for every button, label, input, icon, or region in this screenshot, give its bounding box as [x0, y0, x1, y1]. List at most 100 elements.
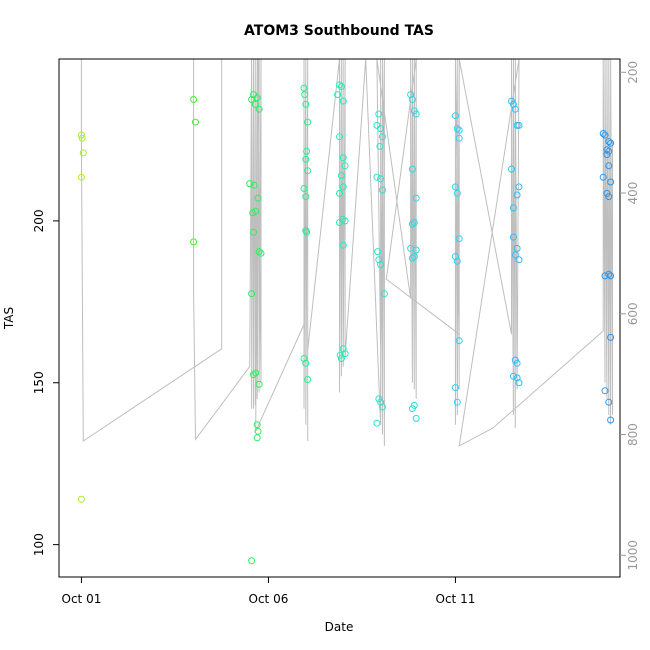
data-point [339, 345, 347, 353]
data-point [412, 246, 420, 254]
data-point [455, 134, 463, 142]
data-point [513, 121, 521, 129]
data-point [303, 147, 311, 155]
data-point [373, 419, 381, 427]
data-point [513, 359, 521, 367]
data-point [603, 151, 611, 158]
data-point [513, 191, 521, 199]
data-point [508, 165, 515, 173]
axes: Oct 01 Oct 06 Oct 11 100 150 200 200 400 600 800 1… [32, 58, 640, 606]
data-point [373, 121, 381, 129]
data-point [304, 376, 312, 383]
data-point [515, 121, 523, 129]
data-point [337, 83, 345, 90]
data-point [339, 183, 347, 191]
data-point [515, 256, 523, 264]
data-point [300, 185, 308, 192]
data-point [339, 154, 347, 162]
data-point [509, 372, 517, 380]
data-point [412, 110, 420, 118]
data-point [190, 238, 198, 246]
data-point [248, 557, 256, 565]
data-point [334, 91, 342, 99]
data-point [605, 138, 613, 146]
data-point [375, 395, 383, 403]
x-tick-label: Oct 06 [249, 592, 289, 606]
data-point [451, 112, 459, 120]
data-point [509, 233, 517, 241]
plot-area [77, 59, 615, 565]
data-point [455, 126, 463, 134]
data-point [79, 149, 87, 157]
data-point [453, 189, 461, 197]
data-point [302, 155, 310, 163]
data-point [451, 384, 459, 392]
data-point [455, 337, 463, 345]
data-point [248, 290, 256, 298]
data-point [373, 173, 381, 181]
data-point [336, 81, 343, 89]
right-axis-tick-label: 600 [626, 302, 640, 325]
data-point [375, 256, 383, 264]
data-point [253, 421, 261, 429]
data-point [408, 254, 416, 262]
data-point [379, 403, 386, 411]
data-point [77, 495, 85, 503]
data-point [377, 261, 385, 269]
data-point [377, 398, 385, 406]
data-point [253, 94, 261, 102]
data-point [455, 235, 463, 243]
data-point [599, 130, 607, 137]
y-tick-label: 200 [32, 209, 46, 232]
data-point [453, 257, 461, 265]
data-point [451, 253, 459, 260]
data-point [252, 207, 260, 215]
data-point [408, 405, 416, 413]
data-point [605, 193, 613, 201]
data-point [302, 100, 310, 108]
data-point [78, 134, 86, 142]
data-point [252, 369, 260, 377]
data-point [375, 110, 383, 118]
data-point [337, 355, 345, 362]
series-line [80, 59, 613, 447]
data-point [77, 131, 85, 139]
data-point [412, 194, 420, 202]
data-point [601, 131, 609, 139]
data-point [377, 125, 385, 133]
data-point [412, 414, 420, 422]
data-point [253, 434, 261, 442]
data-point [407, 91, 415, 99]
data-point [254, 427, 262, 435]
data-point [301, 91, 309, 99]
data-point [607, 416, 615, 424]
data-point [304, 118, 312, 126]
data-point [380, 290, 388, 298]
data-point [336, 351, 344, 359]
data-point [341, 350, 349, 358]
data-point [190, 96, 198, 103]
data-point [300, 355, 308, 362]
data-point [379, 186, 386, 194]
data-point [300, 84, 308, 92]
data-point [509, 204, 517, 212]
data-point [453, 398, 461, 406]
data-point [513, 244, 521, 252]
data-point [77, 173, 85, 181]
data-point [605, 162, 613, 170]
data-point [410, 253, 418, 260]
data-point [251, 100, 259, 108]
data-point [607, 333, 615, 341]
data-point [337, 172, 345, 180]
data-point [302, 359, 310, 367]
data-point [336, 189, 343, 197]
data-point [339, 97, 347, 105]
right-axis-tick-label: 400 [626, 182, 640, 205]
x-tick-label: Oct 01 [62, 592, 102, 606]
data-point [255, 105, 263, 113]
data-point [336, 219, 343, 226]
data-point [607, 178, 615, 186]
data-point [341, 162, 349, 170]
data-point [408, 165, 416, 173]
